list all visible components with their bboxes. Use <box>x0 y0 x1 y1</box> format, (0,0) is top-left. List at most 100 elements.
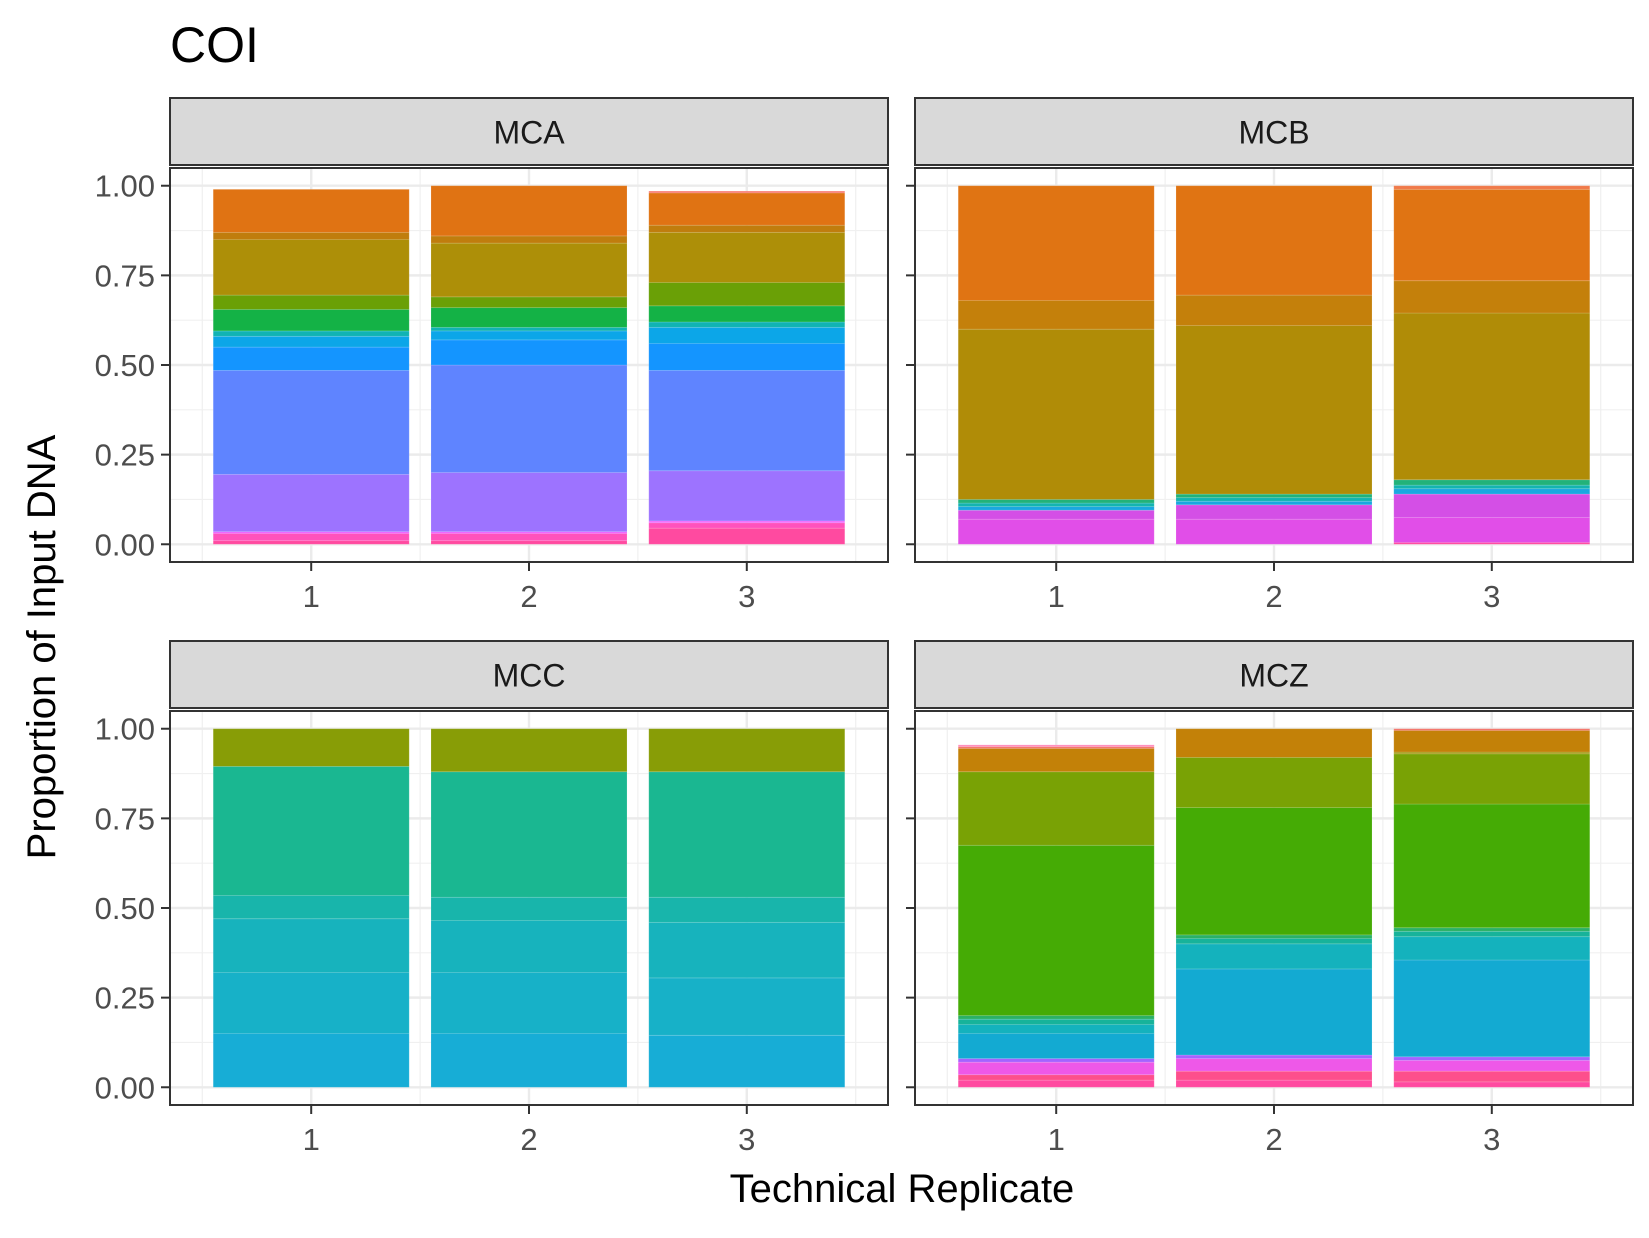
bar-segment <box>957 509 1155 520</box>
bar-segment <box>1393 728 1591 731</box>
bar-segment <box>1175 500 1373 506</box>
bar-segment <box>1175 185 1373 296</box>
bar-segment <box>1175 518 1373 545</box>
bar-segment <box>648 231 846 283</box>
facet-panel-mcz: MCZ 1 2 3 <box>906 640 1634 1157</box>
facet-strip <box>169 97 889 166</box>
bar-segment <box>1393 730 1591 753</box>
bar-replicate-3 <box>648 190 846 545</box>
bar-segment <box>648 1034 846 1088</box>
bar-segment <box>430 771 628 898</box>
bar-replicate-2 <box>430 185 628 545</box>
bar-segment <box>430 472 628 533</box>
bar-segment <box>1175 1070 1373 1081</box>
bar-segment <box>957 328 1155 500</box>
bar-segment <box>957 1015 1155 1020</box>
bar-segment <box>957 1058 1155 1063</box>
bar-segment <box>1175 1054 1373 1059</box>
y-tick-label: 0.25 <box>95 981 155 1016</box>
bar-segment <box>1175 968 1373 1056</box>
bar-segment <box>212 918 410 973</box>
bar-replicate-1 <box>957 185 1155 545</box>
bar-segment <box>648 305 846 323</box>
bar-segment <box>1393 1056 1591 1061</box>
bar-segment <box>648 343 846 371</box>
x-tick-label: 1 <box>303 1122 320 1157</box>
bar-segment <box>212 1033 410 1088</box>
bar-segment <box>430 728 628 773</box>
bar-segment <box>1393 927 1591 932</box>
bar-segment <box>1175 728 1373 758</box>
bar-segment <box>957 1018 1155 1025</box>
bar-segment <box>430 242 628 298</box>
bar-replicate-2 <box>1175 728 1373 1088</box>
bar-segment <box>957 1079 1155 1088</box>
bar-segment <box>1393 312 1591 481</box>
bar-segment <box>648 369 846 472</box>
x-tick-label: 3 <box>738 579 755 614</box>
bar-segment <box>212 765 410 896</box>
bar-segment <box>648 977 846 1036</box>
bar-segment <box>648 921 846 979</box>
bar-segment <box>648 470 846 522</box>
x-tick-label: 3 <box>1483 579 1500 614</box>
y-tick-label: 1.00 <box>95 712 155 747</box>
bar-segment <box>1393 930 1591 938</box>
x-tick-label: 2 <box>520 1122 537 1157</box>
y-tick-label: 0.75 <box>95 258 155 293</box>
bar-segment <box>648 522 846 529</box>
facet-strip <box>914 97 1634 166</box>
x-tick-label: 1 <box>1048 579 1065 614</box>
bar-segment <box>1393 188 1591 282</box>
bar-segment <box>648 896 846 923</box>
bar-segment <box>648 224 846 233</box>
bar-segment <box>430 972 628 1034</box>
bar-segment <box>1393 280 1591 314</box>
y-tick-label: 1.00 <box>95 169 155 204</box>
bar-segment <box>430 896 628 921</box>
bar-segment <box>212 231 410 240</box>
bar-segment <box>1393 959 1591 1058</box>
bar-segment <box>648 282 846 307</box>
bar-segment <box>957 771 1155 846</box>
bar-segment <box>1175 493 1373 499</box>
bar-segment <box>1175 1058 1373 1072</box>
x-axis-title: Technical Replicate <box>730 1167 1075 1211</box>
bar-segment <box>1175 938 1373 945</box>
bar-segment <box>957 518 1155 545</box>
bar-segment <box>1175 504 1373 520</box>
y-tick-label: 0.00 <box>95 527 155 562</box>
facet-panels: MCA 0.00 0.25 0.50 0.75 1.00 1 2 3 MCB 1 2 3 MCC 0.00 0… <box>95 97 1634 1157</box>
bar-segment <box>648 321 846 328</box>
bar-segment <box>430 307 628 328</box>
y-tick-label: 0.75 <box>95 801 155 836</box>
bar-segment <box>212 330 410 337</box>
bar-segment <box>430 330 628 341</box>
bar-segment <box>1393 185 1591 190</box>
bar-segment <box>1393 936 1591 961</box>
bar-replicate-2 <box>430 728 628 1088</box>
x-tick-label: 3 <box>1483 1122 1500 1157</box>
facet-strip <box>914 640 1634 709</box>
bar-segment <box>212 346 410 371</box>
y-tick-label: 0.50 <box>95 348 155 383</box>
x-tick-label: 2 <box>1265 1122 1282 1157</box>
bar-segment <box>212 294 410 310</box>
x-tick-label: 1 <box>1048 1122 1065 1157</box>
bar-segment <box>430 540 628 545</box>
bar-segment <box>212 728 410 767</box>
facet-strip <box>169 640 889 709</box>
bar-segment <box>648 771 846 898</box>
bar-segment <box>430 339 628 366</box>
bar-replicate-3 <box>648 728 846 1088</box>
facet-strip-label: MCB <box>1238 115 1309 151</box>
facet-strip-label: MCA <box>493 115 565 151</box>
bar-segment <box>430 185 628 237</box>
bar-segment <box>957 502 1155 508</box>
bar-segment <box>1175 1079 1373 1088</box>
y-tick-label: 0.50 <box>95 891 155 926</box>
bar-segment <box>1393 488 1591 495</box>
bar-segment <box>1393 484 1591 490</box>
